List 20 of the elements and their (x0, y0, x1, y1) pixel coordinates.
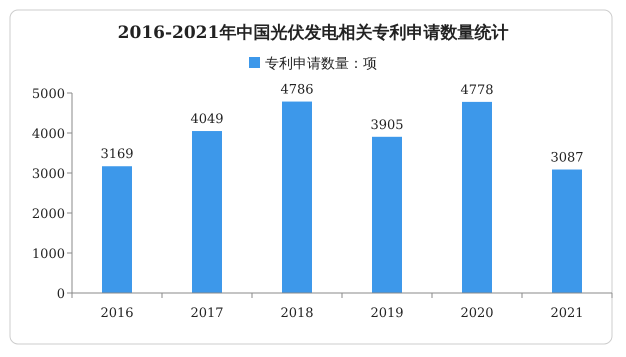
x-tick-label: 2017 (190, 306, 224, 321)
data-label: 4049 (190, 112, 224, 128)
x-tick-label: 2016 (100, 306, 134, 321)
x-tick-label: 2020 (460, 306, 494, 321)
y-tick-label: 4000 (32, 127, 65, 142)
y-tick-label: 5000 (32, 87, 65, 102)
data-label: 3087 (550, 150, 584, 166)
data-label: 4778 (460, 82, 494, 98)
data-label: 3905 (370, 118, 404, 133)
y-tick-label: 0 (56, 287, 65, 302)
data-label: 3169 (100, 147, 134, 162)
chart-title: 2016-2021年中国光伏发电相关专利申请数量统计 (118, 23, 508, 43)
x-tick-label: 2019 (370, 306, 404, 321)
x-tick-label: 2021 (550, 306, 584, 321)
legend: 专利申请数量：项 (249, 56, 377, 72)
y-tick-label: 1000 (32, 247, 65, 262)
y-tick-label: 2000 (32, 207, 65, 222)
x-tick-label: 2018 (280, 306, 314, 321)
data-label: 4786 (280, 82, 314, 98)
y-tick-label: 3000 (32, 167, 65, 182)
